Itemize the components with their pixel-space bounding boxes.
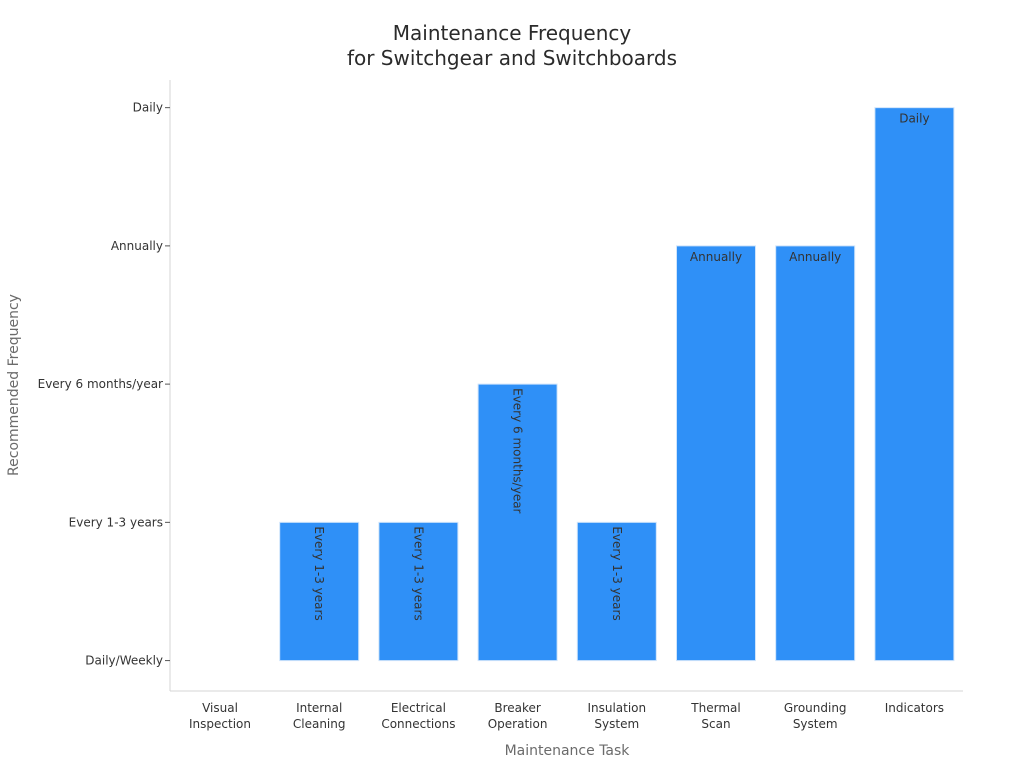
x-tick-label: Inspection — [189, 717, 251, 731]
bar — [279, 521, 360, 662]
y-tick-label: Daily — [133, 101, 163, 115]
bar — [576, 521, 657, 662]
bar-value-label: Daily — [899, 112, 929, 126]
x-tick-label: Visual — [202, 701, 238, 715]
x-axis-label: Maintenance Task — [505, 743, 631, 759]
x-tick-label: Insulation — [587, 701, 646, 715]
bar-value-label: Annually — [690, 250, 742, 264]
bar-value-label: Every 1-3 years — [610, 526, 624, 620]
bar — [378, 521, 459, 662]
y-axis-label: Recommended Frequency — [6, 294, 22, 476]
x-tick-label: Electrical — [391, 701, 446, 715]
bar-value-label: Every 1-3 years — [312, 526, 326, 620]
y-tick-label: Annually — [111, 239, 163, 253]
chart-title-line: for Switchgear and Switchboards — [347, 46, 677, 70]
y-tick-label: Every 6 months/year — [38, 377, 163, 391]
x-tick-label: Connections — [381, 717, 455, 731]
bars — [279, 107, 955, 662]
bar-value-label: Annually — [789, 250, 841, 264]
x-tick-label: Cleaning — [293, 717, 346, 731]
x-tick-label: Operation — [488, 717, 548, 731]
bar — [874, 107, 955, 662]
x-ticks: Visual Inspection Internal Cleaning Electric… — [189, 701, 944, 731]
y-tick-label: Daily/Weekly — [85, 654, 163, 668]
y-ticks: Daily/Weekly Every 1-3 years Every 6 month… — [38, 101, 170, 668]
bar-value-label: Every 1-3 years — [411, 526, 425, 620]
x-tick-label: Breaker — [494, 701, 541, 715]
y-tick-label: Every 1-3 years — [69, 515, 163, 529]
chart-title-line: Maintenance Frequency — [393, 21, 632, 45]
x-tick-label: System — [793, 717, 838, 731]
bar — [477, 383, 558, 662]
bar-value-label: Every 6 months/year — [511, 388, 525, 513]
x-tick-label: Grounding — [784, 701, 847, 715]
x-tick-label: Scan — [701, 717, 730, 731]
bar-value-labels: Every 1-3 years Every 1-3 years Every 6 mo… — [312, 112, 929, 621]
x-tick-label: Thermal — [690, 701, 740, 715]
axes — [169, 80, 963, 692]
bar — [775, 245, 856, 662]
x-tick-label: System — [594, 717, 639, 731]
bar — [676, 245, 756, 662]
x-tick-label: Internal — [296, 701, 342, 715]
x-tick-label: Indicators — [885, 701, 944, 715]
